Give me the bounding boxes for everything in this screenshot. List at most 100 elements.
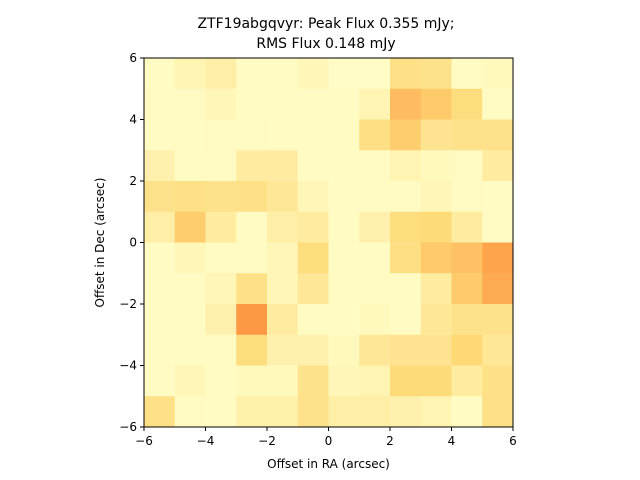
heatmap-cell	[451, 88, 483, 120]
heatmap-cell	[174, 242, 206, 274]
heatmap-cell	[205, 150, 237, 182]
heatmap-cell	[236, 242, 268, 274]
heatmap-cell	[144, 273, 176, 305]
heatmap-cell	[267, 58, 299, 90]
heatmap-cell	[451, 365, 483, 397]
heatmap-cell	[174, 58, 206, 90]
heatmap-cell	[390, 88, 422, 120]
heatmap-cell	[420, 304, 452, 336]
heatmap-cell	[144, 211, 176, 243]
x-tick-label: 6	[509, 434, 517, 448]
heatmap-cell	[236, 396, 268, 428]
heatmap-cell	[236, 365, 268, 397]
heatmap-cell	[144, 396, 176, 428]
heatmap-cell	[482, 273, 514, 305]
heatmap-cell	[236, 58, 268, 90]
heatmap-cell	[267, 119, 299, 151]
heatmap-cell	[174, 119, 206, 151]
heatmap-cell	[420, 334, 452, 366]
heatmap-cell	[451, 242, 483, 274]
heatmap-cell	[297, 88, 329, 120]
x-tick-label: −2	[258, 434, 276, 448]
heatmap-cell	[420, 181, 452, 213]
heatmap-cell	[144, 304, 176, 336]
heatmap-cells	[144, 58, 514, 428]
heatmap-cell	[390, 396, 422, 428]
heatmap-cell	[174, 150, 206, 182]
heatmap-cell	[205, 58, 237, 90]
chart-title-line-1: ZTF19abgqvyr: Peak Flux 0.355 mJy;	[197, 16, 454, 32]
heatmap-cell	[420, 58, 452, 90]
heatmap-cell	[144, 242, 176, 274]
x-tick-label: −6	[135, 434, 153, 448]
heatmap-cell	[482, 181, 514, 213]
heatmap-cell	[359, 88, 391, 120]
y-tick-label: −4	[119, 359, 137, 373]
heatmap-cell	[205, 273, 237, 305]
heatmap-cell	[451, 273, 483, 305]
heatmap-cell	[236, 150, 268, 182]
heatmap-cell	[205, 242, 237, 274]
heatmap-cell	[482, 242, 514, 274]
heatmap-cell	[236, 211, 268, 243]
heatmap-cell	[174, 334, 206, 366]
heatmap-cell	[451, 181, 483, 213]
heatmap-cell	[390, 119, 422, 151]
heatmap-cell	[390, 211, 422, 243]
heatmap-cell	[482, 150, 514, 182]
y-axis-ticks: −6 −4 −2 0 2 4 6	[119, 51, 144, 434]
y-axis-label: Offset in Dec (arcsec)	[93, 178, 107, 308]
heatmap-cell	[297, 365, 329, 397]
heatmap-cell	[359, 396, 391, 428]
heatmap-cell	[267, 211, 299, 243]
heatmap-cell	[297, 242, 329, 274]
heatmap-cell	[482, 211, 514, 243]
heatmap-cell	[267, 273, 299, 305]
heatmap-cell	[390, 273, 422, 305]
heatmap-cell	[205, 211, 237, 243]
heatmap-cell	[174, 211, 206, 243]
y-tick-label: −6	[119, 420, 137, 434]
heatmap-cell	[390, 181, 422, 213]
heatmap-cell	[144, 365, 176, 397]
heatmap-cell	[297, 211, 329, 243]
x-axis-ticks: −6 −4 −2 0 2 4 6	[135, 427, 517, 448]
y-tick-label: −2	[119, 297, 137, 311]
x-tick-label: 0	[325, 434, 333, 448]
heatmap-cell	[482, 58, 514, 90]
heatmap-cell	[390, 365, 422, 397]
heatmap-cell	[297, 396, 329, 428]
heatmap-cell	[359, 181, 391, 213]
heatmap-cell	[328, 242, 360, 274]
heatmap-cell	[297, 334, 329, 366]
heatmap-cell	[451, 304, 483, 336]
heatmap-cell	[267, 396, 299, 428]
heatmap-cell	[236, 334, 268, 366]
heatmap-cell	[297, 273, 329, 305]
heatmap-cell	[236, 181, 268, 213]
heatmap-cell	[236, 273, 268, 305]
heatmap-cell	[174, 365, 206, 397]
y-tick-label: 2	[129, 174, 137, 188]
heatmap-cell	[451, 58, 483, 90]
y-tick-label: 6	[129, 51, 137, 65]
heatmap-cell	[482, 365, 514, 397]
heatmap-cell	[174, 181, 206, 213]
heatmap-cell	[328, 119, 360, 151]
heatmap-cell	[267, 334, 299, 366]
heatmap-cell	[205, 365, 237, 397]
x-tick-label: 4	[448, 434, 456, 448]
heatmap-cell	[482, 304, 514, 336]
heatmap-cell	[144, 181, 176, 213]
heatmap-cell	[205, 396, 237, 428]
heatmap-cell	[174, 304, 206, 336]
heatmap-cell	[144, 58, 176, 90]
heatmap-cell	[482, 334, 514, 366]
heatmap-cell	[174, 273, 206, 305]
heatmap-cell	[390, 58, 422, 90]
heatmap-cell	[267, 181, 299, 213]
heatmap-cell	[267, 88, 299, 120]
heatmap-cell	[390, 150, 422, 182]
heatmap-cell	[451, 150, 483, 182]
heatmap-cell	[482, 119, 514, 151]
